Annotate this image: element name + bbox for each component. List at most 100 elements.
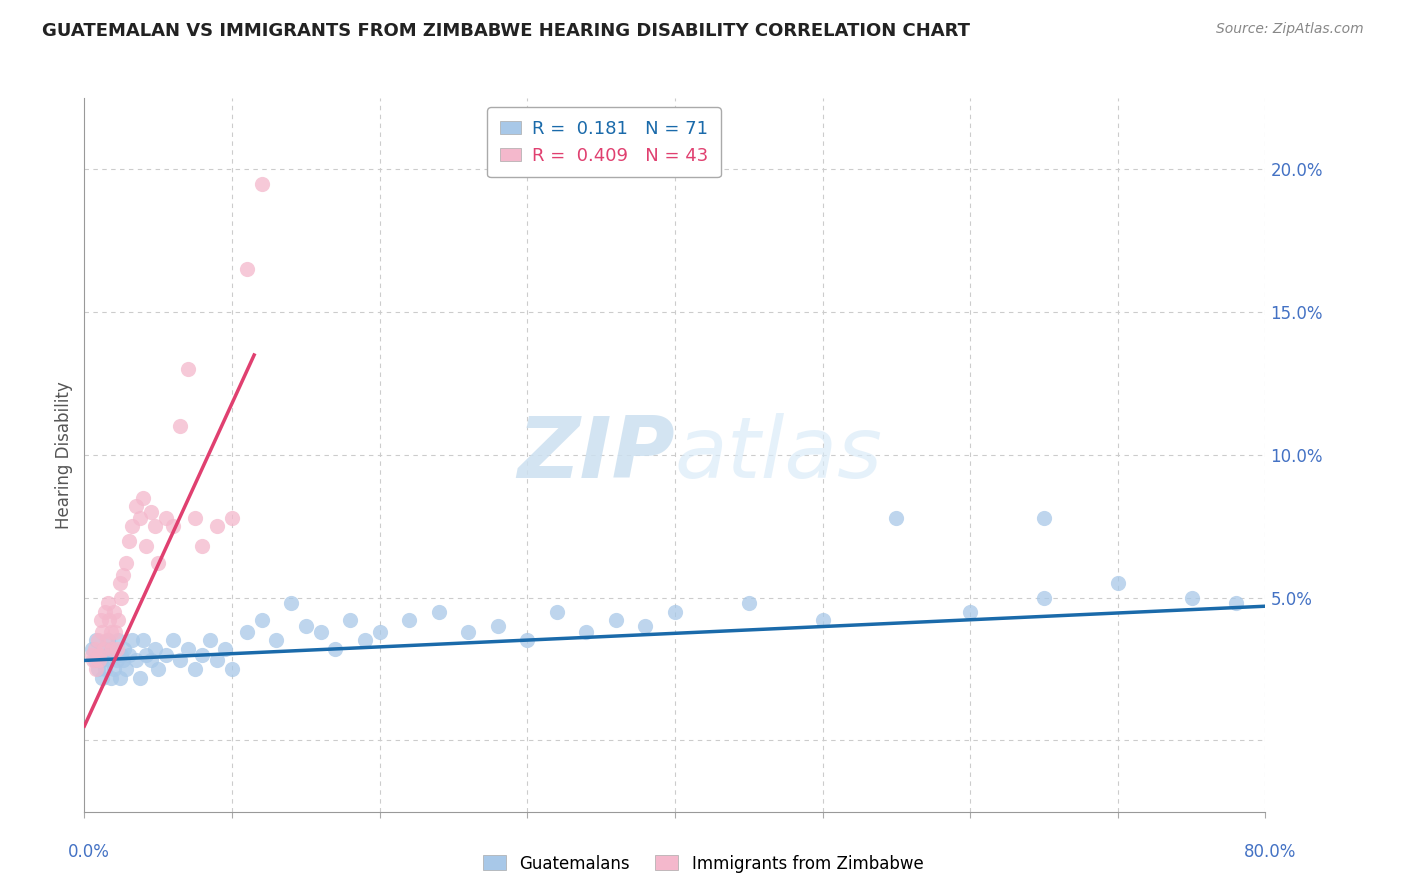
Point	[96, 648, 118, 662]
Point	[1032, 510, 1054, 524]
Point	[177, 362, 200, 376]
Point	[191, 539, 214, 553]
Point	[103, 605, 125, 619]
Text: GUATEMALAN VS IMMIGRANTS FROM ZIMBABWE HEARING DISABILITY CORRELATION CHART: GUATEMALAN VS IMMIGRANTS FROM ZIMBABWE H…	[42, 22, 970, 40]
Point	[169, 653, 191, 667]
Point	[486, 619, 509, 633]
Point	[125, 653, 148, 667]
Point	[139, 653, 162, 667]
Point	[132, 491, 155, 505]
Point	[148, 662, 170, 676]
Point	[125, 500, 148, 514]
Point	[427, 605, 450, 619]
Point	[86, 633, 108, 648]
Point	[959, 605, 981, 619]
Point	[235, 624, 259, 639]
Point	[101, 642, 124, 657]
Text: Source: ZipAtlas.com: Source: ZipAtlas.com	[1216, 22, 1364, 37]
Point	[98, 653, 121, 667]
Point	[93, 642, 115, 657]
Point	[139, 505, 162, 519]
Point	[91, 624, 114, 639]
Point	[80, 648, 103, 662]
Point	[94, 605, 117, 619]
Point	[155, 510, 177, 524]
Point	[398, 614, 420, 628]
Point	[143, 642, 166, 657]
Point	[118, 648, 141, 662]
Point	[111, 567, 134, 582]
Point	[90, 614, 112, 628]
Point	[323, 642, 347, 657]
Text: ZIP: ZIP	[517, 413, 675, 497]
Point	[457, 624, 479, 639]
Point	[1032, 591, 1054, 605]
Point	[121, 519, 143, 533]
Point	[738, 596, 761, 610]
Point	[91, 671, 114, 685]
Point	[86, 662, 108, 676]
Point	[110, 591, 132, 605]
Point	[84, 662, 107, 676]
Point	[135, 539, 157, 553]
Point	[108, 671, 131, 685]
Point	[105, 642, 128, 657]
Point	[107, 614, 129, 628]
Point	[264, 633, 288, 648]
Point	[634, 619, 657, 633]
Point	[108, 576, 131, 591]
Point	[1107, 576, 1129, 591]
Point	[221, 510, 243, 524]
Point	[103, 662, 125, 676]
Point	[112, 642, 135, 657]
Point	[87, 648, 111, 662]
Point	[107, 633, 129, 648]
Point	[105, 653, 128, 667]
Point	[184, 510, 207, 524]
Point	[339, 614, 361, 628]
Point	[83, 642, 105, 657]
Point	[575, 624, 598, 639]
Point	[162, 633, 184, 648]
Point	[235, 262, 259, 277]
Point	[191, 648, 214, 662]
Point	[104, 648, 127, 662]
Text: 80.0%: 80.0%	[1243, 843, 1296, 861]
Point	[148, 557, 170, 571]
Point	[101, 642, 124, 657]
Point	[98, 614, 121, 628]
Point	[87, 648, 111, 662]
Point	[811, 614, 834, 628]
Point	[605, 614, 627, 628]
Point	[250, 614, 273, 628]
Point	[169, 419, 191, 434]
Point	[664, 605, 686, 619]
Point	[198, 633, 221, 648]
Point	[1225, 596, 1247, 610]
Point	[118, 533, 141, 548]
Point	[94, 662, 117, 676]
Point	[155, 648, 177, 662]
Point	[87, 653, 111, 667]
Point	[97, 596, 120, 610]
Point	[84, 633, 107, 648]
Point	[114, 557, 136, 571]
Point	[295, 619, 318, 633]
Y-axis label: Hearing Disability: Hearing Disability	[55, 381, 73, 529]
Legend: Guatemalans, Immigrants from Zimbabwe: Guatemalans, Immigrants from Zimbabwe	[477, 848, 929, 880]
Point	[114, 662, 136, 676]
Point	[162, 519, 184, 533]
Point	[135, 648, 157, 662]
Point	[100, 671, 122, 685]
Point	[221, 662, 243, 676]
Point	[80, 642, 103, 657]
Point	[104, 624, 127, 639]
Point	[97, 633, 120, 648]
Legend: R =  0.181   N = 71, R =  0.409   N = 43: R = 0.181 N = 71, R = 0.409 N = 43	[486, 107, 721, 178]
Point	[886, 510, 908, 524]
Point	[96, 633, 118, 648]
Point	[121, 633, 143, 648]
Point	[129, 671, 152, 685]
Point	[111, 653, 134, 667]
Point	[184, 662, 207, 676]
